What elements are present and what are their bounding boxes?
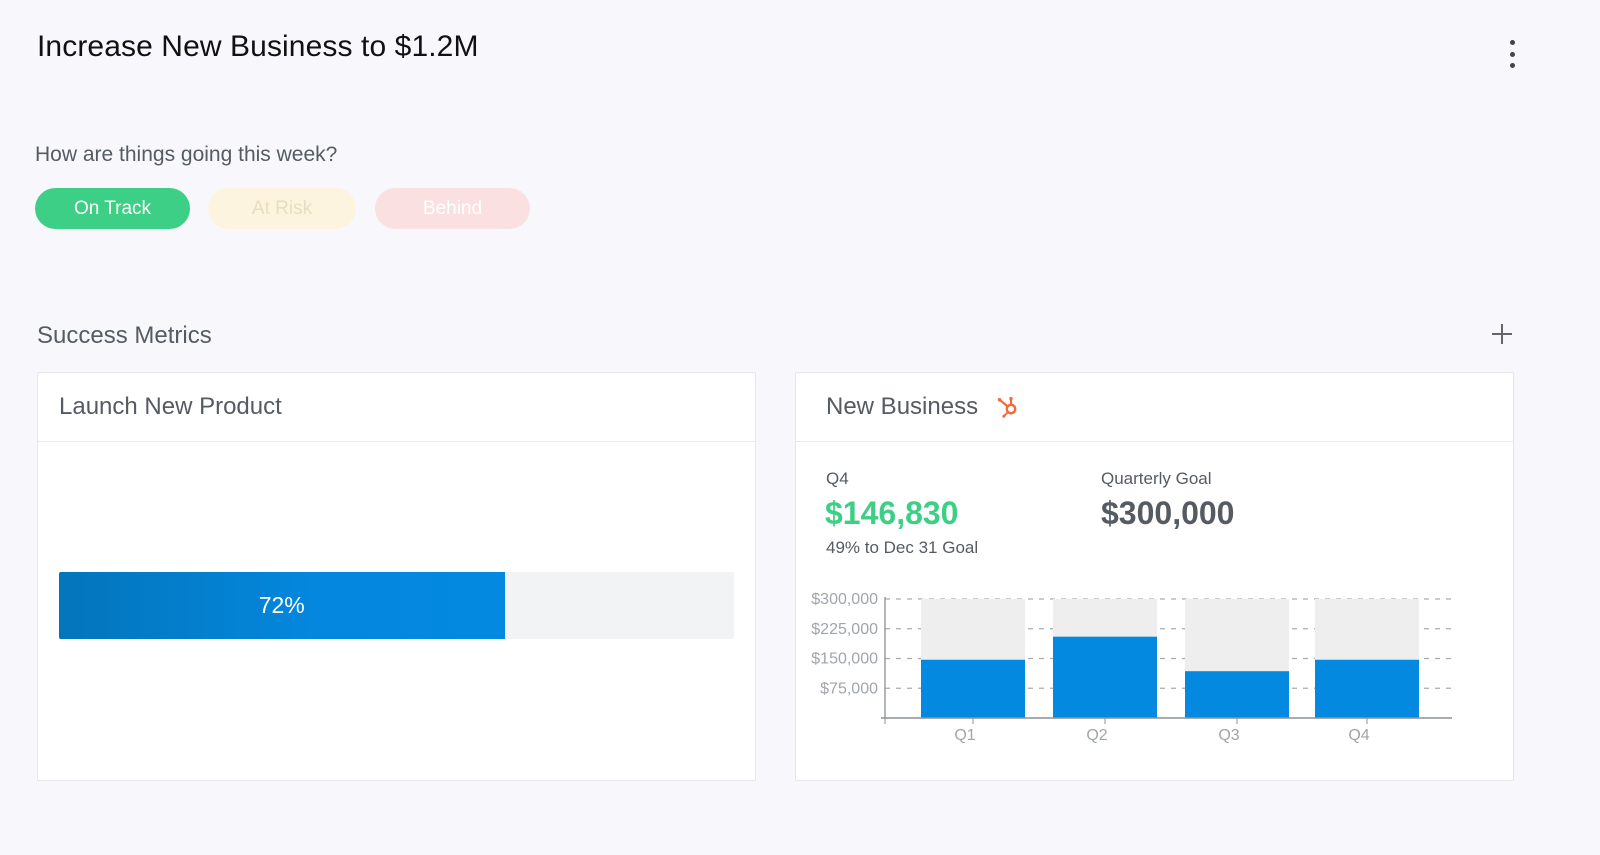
card-title: Launch New Product: [38, 373, 755, 442]
bar-chart: $300,000 $225,000 $150,000 $75,000 Q1 Q2 Q3 Q4: [811, 591, 1452, 744]
status-at-risk-button[interactable]: At Risk: [208, 188, 356, 229]
plus-icon[interactable]: [1490, 322, 1514, 346]
y-tick-label: $75,000: [820, 680, 878, 697]
card-header: New Business: [796, 373, 1513, 442]
goal-label: Quarterly Goal: [1101, 469, 1212, 488]
x-tick-label: Q3: [1218, 727, 1239, 744]
metric-card-launch: Launch New Product 72%: [37, 372, 756, 781]
status-on-track-button[interactable]: On Track: [35, 188, 190, 229]
status-behind-button[interactable]: Behind: [375, 188, 530, 229]
kebab-dot: [1509, 63, 1515, 68]
y-tick-label: $150,000: [811, 651, 878, 668]
bar-value[interactable]: [1185, 671, 1289, 718]
bar-value[interactable]: [921, 659, 1025, 718]
bar-value[interactable]: [1053, 636, 1157, 718]
y-tick-label: $225,000: [811, 621, 878, 638]
hubspot-icon: [996, 395, 1020, 419]
progress-bar: 72%: [59, 572, 734, 639]
x-tick-label: Q4: [1348, 727, 1369, 744]
kebab-menu-icon[interactable]: [1506, 40, 1518, 68]
goal-value: $300,000: [1101, 495, 1235, 531]
progress-label: 72%: [258, 592, 305, 618]
x-tick-label: Q2: [1086, 727, 1107, 744]
metric-card-new-business: New Business Q4 $146,830 49% to Dec 31 G…: [795, 372, 1514, 781]
bar-value[interactable]: [1315, 659, 1419, 718]
current-period-label: Q4: [826, 469, 849, 488]
progress-fill: 72%: [59, 572, 505, 639]
kebab-dot: [1509, 51, 1515, 57]
goal-progress-text: 49% to Dec 31 Goal: [826, 538, 979, 557]
x-tick-label: Q1: [954, 727, 975, 744]
kebab-dot: [1509, 40, 1515, 45]
card-title: New Business: [826, 393, 979, 420]
current-value: $146,830: [825, 495, 959, 531]
section-title: Success Metrics: [37, 322, 212, 349]
y-tick-label: $300,000: [811, 591, 878, 608]
page-title: Increase New Business to $1.2M: [37, 30, 479, 63]
status-question: How are things going this week?: [35, 143, 338, 166]
